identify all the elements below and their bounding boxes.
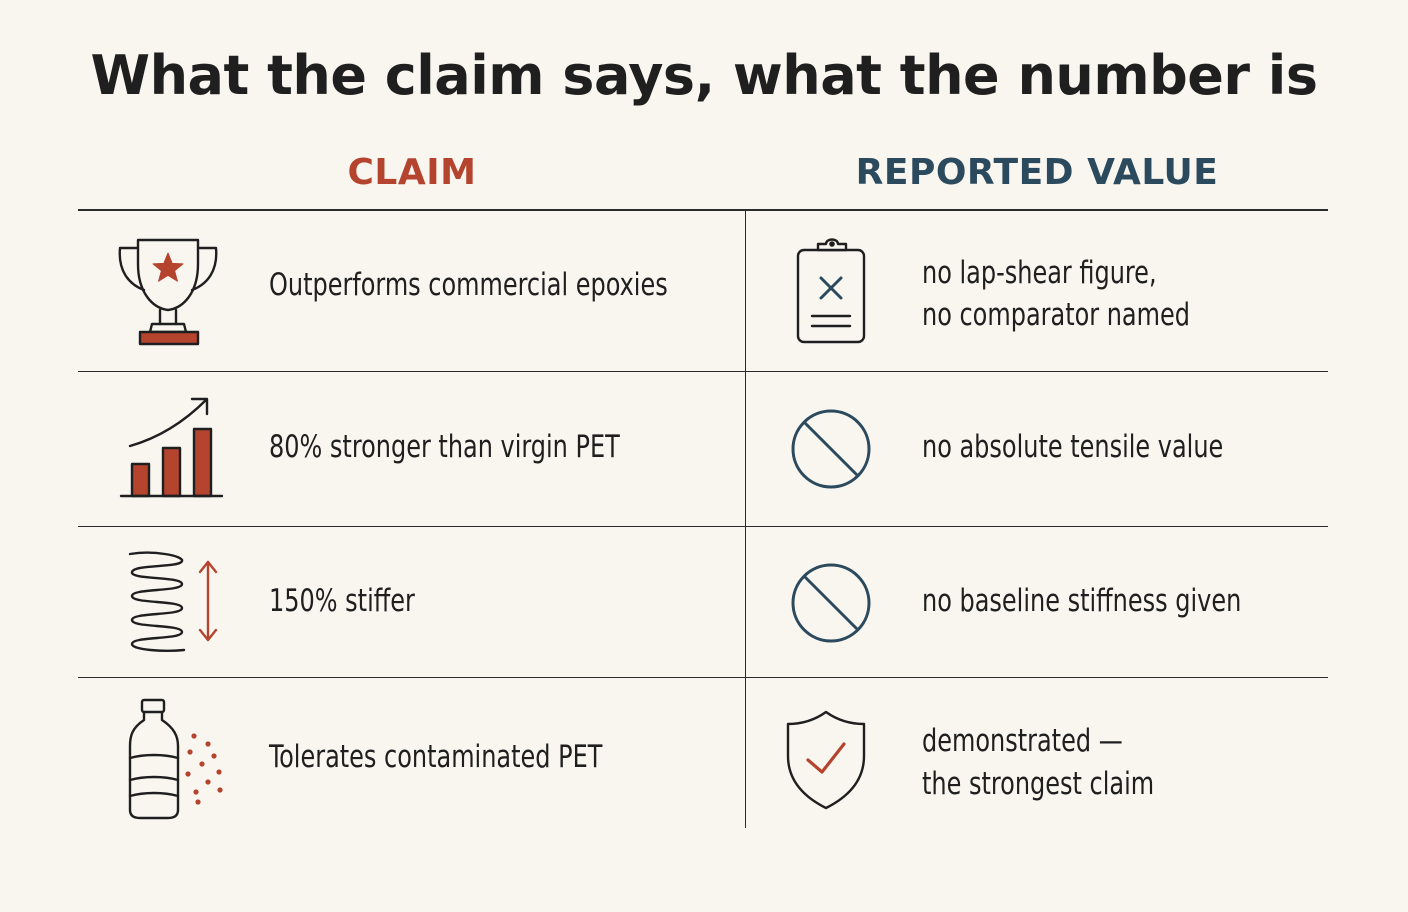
shield-check-icon xyxy=(782,708,872,812)
trophy-icon xyxy=(112,234,224,350)
claim-column-header: CLAIM xyxy=(347,152,477,193)
reported-value-line: no absolute tensile value xyxy=(922,429,1224,465)
spring-icon xyxy=(124,548,224,658)
claim-text: 150% stiffer xyxy=(269,583,415,619)
bottle-contaminants-icon xyxy=(124,696,228,822)
claim-text: Tolerates contaminated PET xyxy=(269,739,603,775)
clipboard-x-icon xyxy=(794,236,870,346)
prohibited-icon xyxy=(789,406,873,492)
prohibited-icon xyxy=(789,560,873,646)
row-divider xyxy=(78,371,1328,372)
column-divider xyxy=(745,210,746,828)
row-divider xyxy=(78,677,1328,678)
reported-value-line: no lap-shear figure, xyxy=(922,255,1157,291)
reported-value-line: demonstrated — xyxy=(922,723,1123,759)
row-divider xyxy=(78,526,1328,527)
reported-value-line: no baseline stiffness given xyxy=(922,583,1242,619)
claim-text: 80% stronger than virgin PET xyxy=(269,429,620,465)
reported-value-line: no comparator named xyxy=(922,297,1190,333)
claim-text: Outperforms commercial epoxies xyxy=(269,267,668,303)
reported-value-column-header: REPORTED VALUE xyxy=(855,152,1219,193)
header-divider xyxy=(78,209,1328,211)
rising-bar-chart-icon xyxy=(118,392,228,502)
page-title: What the claim says, what the number is xyxy=(90,44,1318,107)
reported-value-line: the strongest claim xyxy=(922,766,1155,802)
